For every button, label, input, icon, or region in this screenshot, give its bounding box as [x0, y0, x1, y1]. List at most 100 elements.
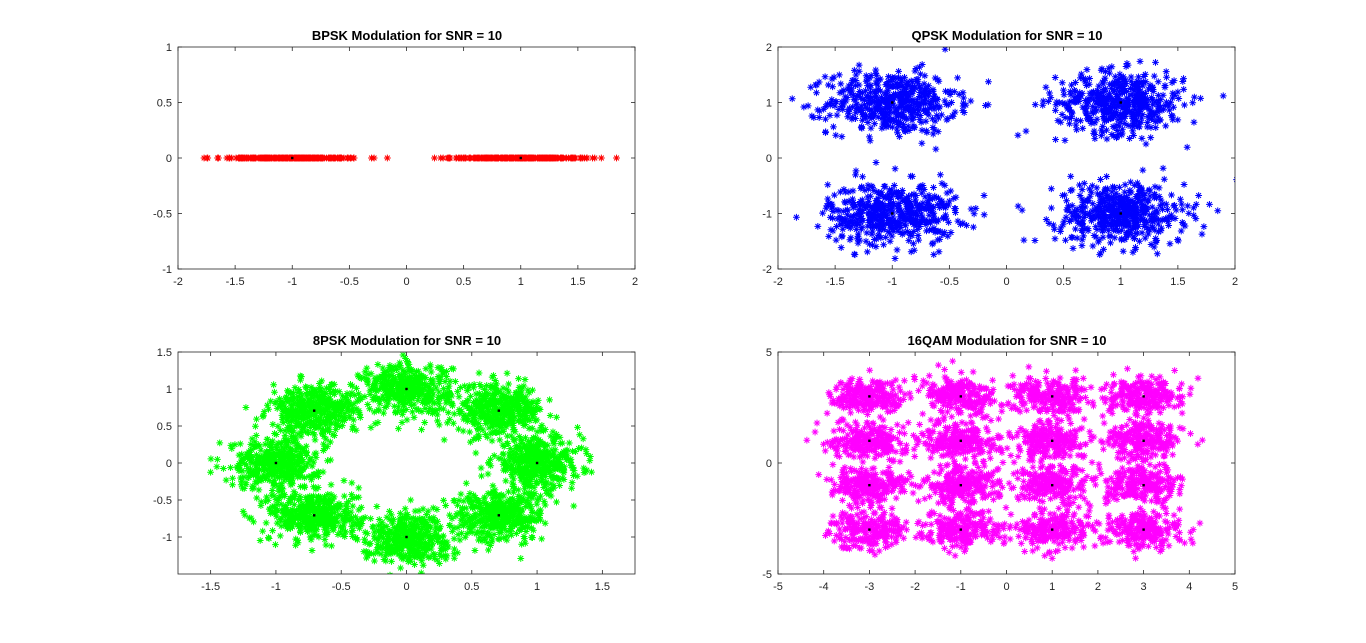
data-point	[410, 375, 419, 383]
data-point	[950, 87, 959, 96]
data-point	[1061, 236, 1070, 245]
data-point	[288, 479, 297, 488]
data-point	[525, 388, 534, 397]
data-point	[1156, 95, 1165, 104]
data-point	[259, 470, 268, 479]
data-point	[444, 408, 453, 417]
data-point	[862, 228, 871, 237]
data-point	[352, 384, 361, 393]
data-point	[397, 373, 405, 382]
data-point	[1145, 186, 1153, 195]
data-point	[519, 382, 528, 390]
data-point	[422, 364, 430, 373]
data-point	[306, 399, 315, 408]
data-point	[1096, 192, 1105, 201]
data-point	[299, 400, 308, 409]
data-point	[433, 416, 442, 425]
data-point	[1110, 183, 1119, 192]
data-point	[1190, 93, 1199, 102]
data-point	[1115, 70, 1124, 79]
data-point	[319, 418, 328, 427]
constellation-point	[519, 156, 522, 160]
data-point	[891, 254, 899, 263]
data-point	[268, 526, 277, 535]
data-point	[407, 387, 416, 395]
data-point	[1161, 121, 1170, 130]
data-point	[288, 492, 297, 501]
data-point	[1096, 249, 1105, 257]
data-point	[258, 527, 267, 536]
data-point	[231, 440, 239, 449]
data-point	[929, 85, 937, 94]
data-point	[263, 435, 272, 444]
data-point	[931, 145, 940, 154]
data-point	[504, 380, 513, 388]
data-point	[238, 484, 247, 493]
data-point	[870, 87, 879, 96]
data-point	[517, 406, 526, 415]
data-point	[501, 476, 510, 485]
data-point	[474, 434, 483, 443]
data-point	[502, 385, 511, 393]
data-point	[347, 478, 356, 487]
data-point	[1073, 234, 1082, 243]
data-point	[563, 446, 572, 454]
data-point	[213, 455, 222, 464]
data-point	[1131, 199, 1139, 208]
data-point	[399, 352, 407, 359]
data-point	[355, 406, 363, 415]
data-point	[278, 443, 287, 452]
data-point	[298, 457, 307, 466]
data-point	[259, 411, 268, 420]
data-point	[440, 435, 449, 444]
data-point	[1183, 143, 1192, 152]
data-point	[862, 237, 870, 246]
data-point	[840, 185, 848, 194]
data-point	[509, 417, 518, 426]
data-point	[252, 415, 261, 424]
data-point	[832, 97, 841, 106]
data-point	[328, 419, 336, 428]
data-point	[395, 358, 404, 367]
data-point	[1108, 216, 1117, 225]
data-point	[1067, 233, 1076, 242]
data-point	[455, 392, 463, 401]
data-point	[305, 409, 314, 418]
data-point	[1119, 247, 1128, 256]
data-point	[404, 398, 412, 407]
data-point	[549, 460, 557, 469]
data-point	[832, 236, 841, 245]
data-point	[509, 435, 518, 444]
data-point	[269, 482, 278, 490]
data-point	[1039, 97, 1048, 105]
subplot-bpsk: BPSK Modulation for SNR = 10 -2 -1.5 -1 -0.…	[153, 28, 638, 288]
data-point	[878, 199, 887, 208]
data-point	[369, 393, 378, 402]
data-point	[518, 394, 527, 403]
data-point	[1117, 111, 1126, 120]
data-point	[1173, 115, 1182, 124]
data-point	[219, 464, 228, 473]
data-point	[552, 498, 561, 506]
data-point	[482, 381, 491, 390]
data-point	[799, 103, 808, 111]
data-point	[1110, 208, 1119, 217]
data-point	[875, 102, 884, 110]
data-point	[1150, 193, 1159, 202]
data-point	[1113, 221, 1122, 230]
data-point	[1102, 206, 1110, 215]
data-point	[335, 154, 344, 162]
data-point	[520, 464, 529, 473]
data-point	[400, 380, 409, 389]
data-point	[429, 399, 437, 407]
data-point	[840, 97, 849, 106]
x-tick-label: 2	[632, 276, 638, 288]
data-point	[894, 202, 903, 210]
chart-title: QPSK Modulation for SNR = 10	[911, 28, 1102, 43]
data-point	[248, 484, 257, 493]
data-point	[858, 223, 866, 232]
data-point	[928, 240, 937, 248]
data-point	[420, 374, 429, 382]
data-point	[515, 460, 524, 469]
data-point	[612, 154, 621, 162]
